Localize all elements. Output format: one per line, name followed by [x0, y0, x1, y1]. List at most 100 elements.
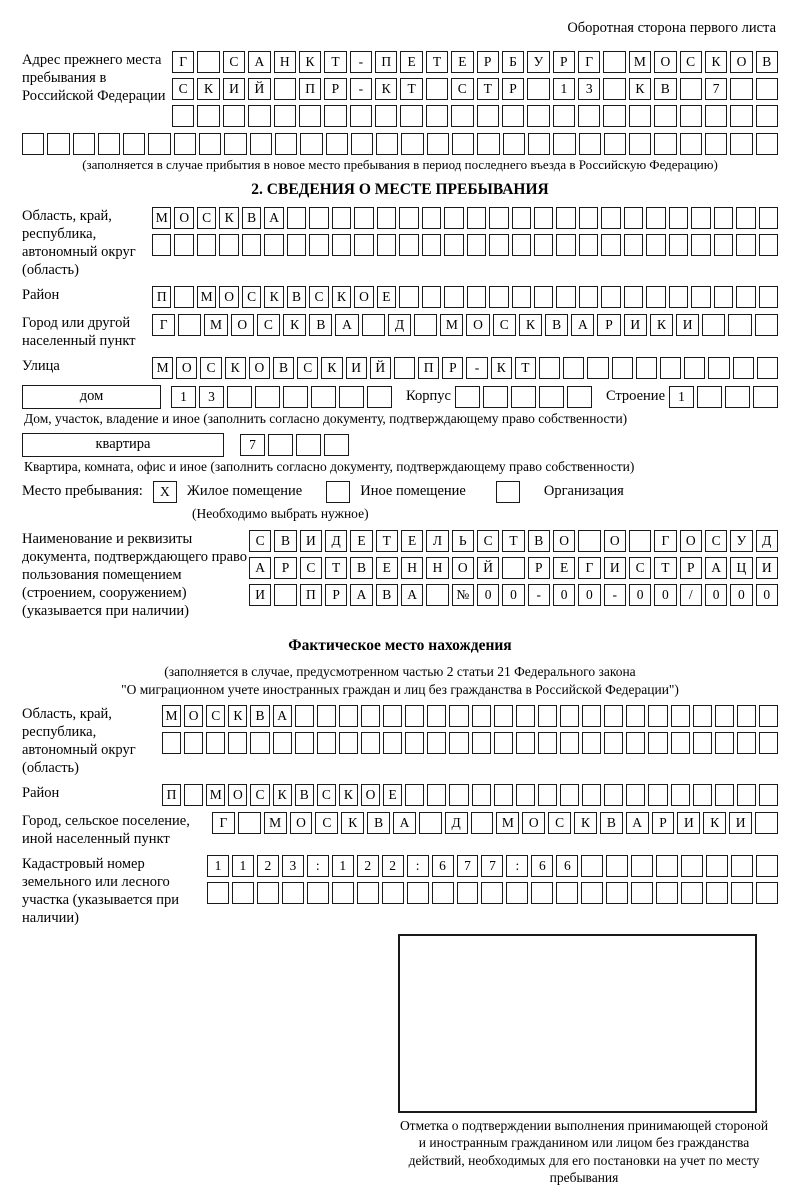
char-box[interactable]: [755, 105, 778, 127]
char-box[interactable]: [668, 285, 689, 308]
char-box[interactable]: К: [704, 51, 728, 73]
char-box[interactable]: С: [241, 285, 262, 308]
char-box[interactable]: [531, 881, 554, 904]
char-box[interactable]: [603, 78, 626, 100]
char-box[interactable]: -: [466, 356, 488, 379]
char-box[interactable]: [697, 385, 722, 408]
char-box[interactable]: [515, 732, 535, 755]
char-box[interactable]: Д: [444, 811, 468, 834]
char-box[interactable]: Р: [501, 78, 525, 100]
char-box[interactable]: [421, 234, 442, 256]
checkbox-inoe[interactable]: [326, 480, 351, 503]
char-box[interactable]: Н: [426, 556, 449, 579]
char-box[interactable]: [670, 783, 690, 806]
char-box[interactable]: Т: [375, 529, 398, 552]
house-type-box[interactable]: дом: [22, 384, 162, 409]
char-box[interactable]: 7: [456, 854, 479, 877]
char-box[interactable]: О: [603, 529, 626, 552]
char-box[interactable]: [578, 285, 599, 308]
char-box[interactable]: 0: [730, 583, 753, 606]
char-box[interactable]: [601, 234, 621, 256]
char-box[interactable]: П: [162, 783, 182, 806]
char-box[interactable]: Т: [502, 529, 525, 552]
char-box[interactable]: И: [345, 356, 367, 379]
char-box[interactable]: В: [272, 356, 295, 379]
char-box[interactable]: [255, 385, 281, 408]
char-box[interactable]: Т: [425, 51, 449, 73]
char-box[interactable]: [477, 133, 500, 155]
char-box[interactable]: 0: [628, 583, 652, 606]
char-box[interactable]: [173, 133, 197, 155]
char-box[interactable]: [72, 133, 95, 155]
char-box[interactable]: А: [625, 811, 649, 834]
char-box[interactable]: [421, 285, 442, 308]
char-box[interactable]: [401, 133, 424, 155]
char-box[interactable]: [659, 356, 682, 379]
char-box[interactable]: С: [704, 529, 728, 552]
char-box[interactable]: [691, 234, 711, 256]
char-box[interactable]: Е: [375, 556, 398, 579]
char-box[interactable]: [758, 705, 779, 728]
char-box[interactable]: [470, 811, 494, 834]
char-box[interactable]: И: [299, 529, 322, 552]
char-box[interactable]: С: [628, 556, 652, 579]
char-box[interactable]: 0: [755, 583, 778, 606]
char-box[interactable]: [556, 234, 576, 256]
char-box[interactable]: О: [219, 285, 239, 308]
char-box[interactable]: [493, 705, 513, 728]
char-box[interactable]: [399, 285, 419, 308]
char-box[interactable]: О: [451, 556, 474, 579]
char-box[interactable]: [381, 881, 404, 904]
char-box[interactable]: :: [406, 854, 429, 877]
char-box[interactable]: [97, 133, 121, 155]
char-box[interactable]: [405, 732, 425, 755]
char-box[interactable]: [356, 881, 379, 904]
char-box[interactable]: [623, 207, 644, 229]
char-box[interactable]: М: [162, 705, 182, 728]
char-box[interactable]: А: [350, 583, 373, 606]
char-box[interactable]: И: [755, 556, 778, 579]
char-box[interactable]: [502, 556, 525, 579]
char-box[interactable]: [646, 207, 666, 229]
char-box[interactable]: [631, 854, 654, 877]
char-box[interactable]: [349, 105, 372, 127]
char-box[interactable]: С: [548, 811, 572, 834]
char-box[interactable]: 2: [381, 854, 404, 877]
char-box[interactable]: [227, 385, 253, 408]
char-box[interactable]: 1: [331, 854, 354, 877]
char-box[interactable]: [691, 285, 711, 308]
char-box[interactable]: [736, 732, 756, 755]
char-box[interactable]: [537, 783, 557, 806]
char-box[interactable]: [730, 105, 753, 127]
char-box[interactable]: [656, 854, 679, 877]
char-box[interactable]: Г: [578, 556, 601, 579]
char-box[interactable]: И: [729, 811, 753, 834]
char-box[interactable]: К: [490, 356, 512, 379]
char-box[interactable]: С: [200, 356, 222, 379]
char-box[interactable]: [324, 433, 349, 456]
char-box[interactable]: [272, 732, 292, 755]
char-box[interactable]: [626, 783, 646, 806]
char-box[interactable]: [449, 783, 469, 806]
char-box[interactable]: [706, 854, 729, 877]
char-box[interactable]: [648, 705, 668, 728]
char-box[interactable]: [714, 705, 734, 728]
char-box[interactable]: Е: [451, 51, 474, 73]
char-box[interactable]: О: [679, 529, 702, 552]
char-box[interactable]: К: [338, 783, 358, 806]
char-box[interactable]: [360, 732, 381, 755]
char-box[interactable]: С: [172, 78, 195, 100]
char-box[interactable]: [692, 732, 712, 755]
char-box[interactable]: [426, 133, 450, 155]
char-box[interactable]: К: [224, 356, 246, 379]
char-box[interactable]: [631, 881, 654, 904]
char-box[interactable]: [309, 207, 329, 229]
char-box[interactable]: [510, 385, 536, 408]
char-box[interactable]: В: [274, 529, 297, 552]
char-box[interactable]: О: [360, 783, 381, 806]
char-box[interactable]: А: [264, 207, 284, 229]
char-box[interactable]: 2: [256, 854, 279, 877]
char-box[interactable]: Н: [400, 556, 424, 579]
char-box[interactable]: [730, 133, 753, 155]
char-box[interactable]: В: [755, 51, 778, 73]
